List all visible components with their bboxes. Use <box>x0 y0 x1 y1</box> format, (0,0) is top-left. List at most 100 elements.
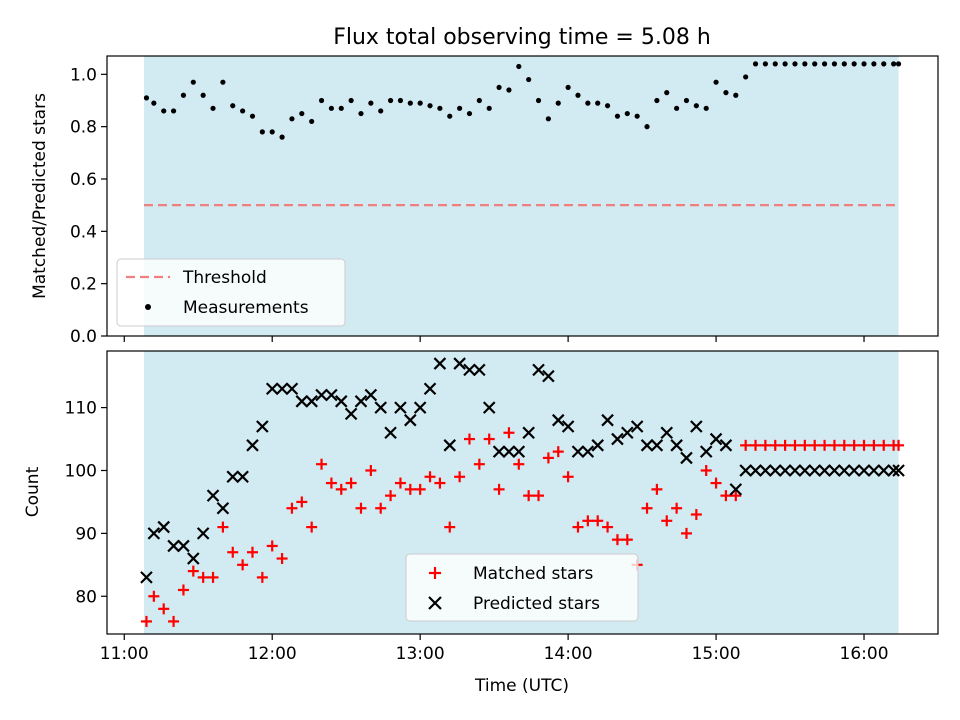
bottom-y-tick-label: 80 <box>75 587 97 607</box>
measurement-point <box>713 79 719 85</box>
measurement-point <box>895 61 902 67</box>
measurement-point <box>328 105 334 111</box>
predicted-star-point <box>140 571 153 584</box>
matched-star-point <box>355 502 367 514</box>
predicted-star-point <box>680 451 693 465</box>
matched-star-point <box>187 565 199 577</box>
matched-star-point <box>621 534 633 546</box>
matched-star-point <box>838 439 850 451</box>
measurement-point <box>437 105 443 111</box>
measurement-point <box>466 110 473 117</box>
matched-star-point <box>779 439 791 451</box>
matched-star-point <box>789 439 801 451</box>
top-y-tick-label: 0.2 <box>70 275 97 295</box>
predicted-star-point <box>453 357 466 370</box>
measurement-point <box>476 97 482 104</box>
predicted-star-point <box>709 432 723 446</box>
measurement-point <box>782 61 788 67</box>
matched-star-point <box>523 490 535 502</box>
measurement-point <box>881 61 887 67</box>
matched-star-point <box>572 521 584 533</box>
predicted-star-point <box>374 401 387 414</box>
predicted-star-point <box>196 527 210 540</box>
matched-star-point <box>799 439 811 451</box>
matched-star-point <box>197 571 209 583</box>
matched-star-point <box>286 502 298 514</box>
predicted-star-point <box>847 464 861 477</box>
predicted-star-point <box>798 464 812 477</box>
predicted-star-point <box>759 464 772 477</box>
predicted-star-point <box>542 369 555 383</box>
measurement-point <box>555 100 561 106</box>
predicted-star-point <box>275 382 289 396</box>
matched-star-point <box>809 439 821 451</box>
bottom-x-tick-label: 13:00 <box>396 644 445 664</box>
matched-star-point <box>592 515 604 527</box>
matched-star-point <box>365 464 377 476</box>
measurement-point <box>703 105 709 111</box>
matched-star-point <box>651 483 663 495</box>
measurement-point <box>733 92 739 98</box>
predicted-star-point <box>611 432 624 446</box>
measurement-point <box>575 92 581 98</box>
predicted-star-point <box>354 395 368 408</box>
matched-star-point <box>266 540 278 552</box>
bottom-y-axis-label: Count <box>23 466 43 517</box>
measurement-point <box>230 103 236 109</box>
top-y-tick-label: 1.0 <box>70 65 97 85</box>
predicted-star-point <box>887 464 900 477</box>
measurement-point <box>180 92 187 98</box>
measurement-point <box>496 84 502 91</box>
matched-star-point <box>473 458 485 470</box>
matched-star-point <box>385 490 397 502</box>
matched-star-point <box>878 439 890 451</box>
matched-star-point <box>582 515 594 527</box>
measurement-point <box>891 61 897 67</box>
predicted-star-point <box>768 464 782 477</box>
matched-star-point <box>641 502 653 514</box>
matched-star-point <box>542 452 554 464</box>
top-legend: Threshold Measurements <box>116 258 346 327</box>
measurement-point <box>506 87 512 93</box>
matched-star-point <box>710 477 722 489</box>
predicted-star-point <box>808 464 821 477</box>
matched-star-point <box>671 502 683 514</box>
predicted-star-point <box>404 413 417 427</box>
predicted-star-point <box>571 445 585 458</box>
legend-matched-label: Matched stars <box>473 564 593 584</box>
predicted-star-point <box>256 420 269 433</box>
measurement-point <box>447 113 453 119</box>
matched-star-point <box>227 546 239 558</box>
predicted-star-point <box>512 445 526 458</box>
measurement-point <box>812 61 818 67</box>
matched-star-point <box>404 483 416 495</box>
matched-star-point <box>168 615 180 627</box>
measurement-point <box>614 113 621 119</box>
measurement-point <box>348 97 354 104</box>
measurement-point <box>486 105 492 111</box>
matched-star-point <box>819 439 831 451</box>
bottom-x-axis-label: Time (UTC) <box>474 676 569 696</box>
matched-star-point <box>740 439 752 451</box>
matched-star-point <box>177 584 189 596</box>
measurement-point <box>752 61 759 67</box>
measurement-point <box>378 108 384 114</box>
legend-predicted-label: Predicted stars <box>473 594 600 614</box>
predicted-star-point <box>630 420 644 433</box>
bottom-x-tick-label: 14:00 <box>544 644 593 664</box>
matched-star-point <box>611 534 623 546</box>
matched-star-point <box>463 433 475 445</box>
matched-star-point <box>868 439 880 451</box>
predicted-star-point <box>857 464 871 477</box>
measurement-point <box>772 61 778 67</box>
predicted-star-point <box>315 388 328 402</box>
top-y-tick-label: 0.0 <box>70 327 97 347</box>
matched-star-point <box>375 502 387 514</box>
matched-star-point <box>493 483 505 495</box>
measurement-point <box>516 63 522 70</box>
predicted-star-point <box>699 445 713 458</box>
predicted-star-point <box>660 426 674 440</box>
predicted-star-point <box>334 395 348 408</box>
measurement-point <box>457 105 463 111</box>
